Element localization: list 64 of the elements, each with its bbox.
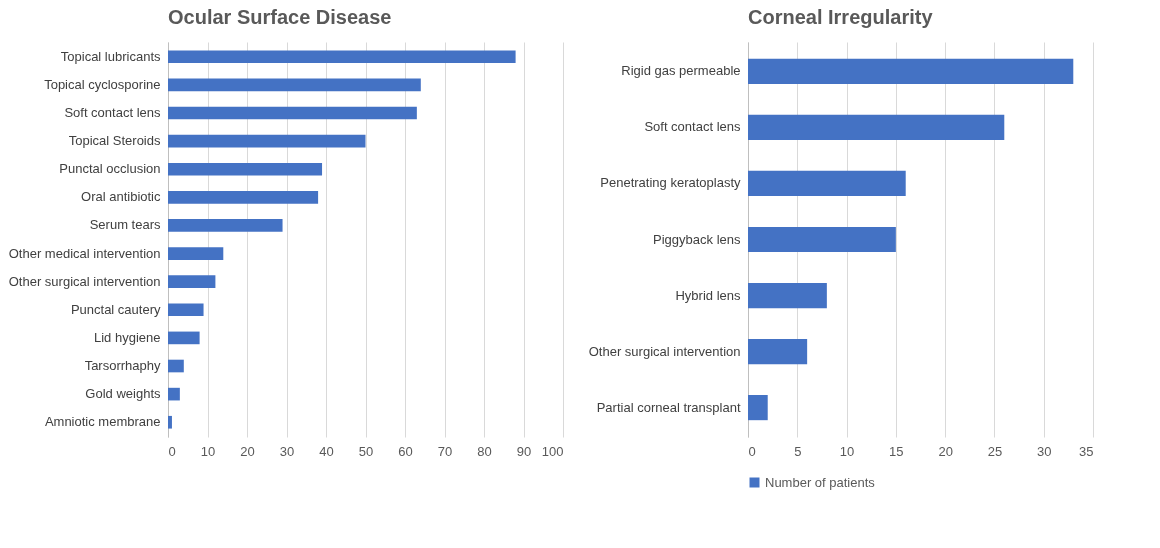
x-tick-label: 60 [398, 443, 413, 459]
y-tick-label: Other medical intervention [8, 245, 161, 261]
y-tick-label: Hybrid lens [675, 287, 741, 303]
x-tick-label: 50 [358, 443, 374, 459]
bar [168, 359, 184, 373]
y-tick-label: Soft contact lens [64, 104, 161, 120]
y-tick-label: Oral antibiotic [81, 189, 161, 205]
x-tick-label: 20 [938, 443, 953, 459]
bar [168, 78, 421, 92]
x-tick-label: 15 [889, 443, 904, 459]
x-tick-label: 25 [987, 443, 1003, 459]
y-tick-label: Other surgical intervention [588, 343, 741, 359]
x-tick-label: 30 [1036, 443, 1052, 459]
bar [168, 162, 323, 176]
x-tick-label: 0 [748, 443, 756, 459]
y-tick-label: Topical lubricants [60, 48, 161, 64]
bar [748, 226, 896, 253]
x-tick-label: 30 [279, 443, 295, 459]
bar [168, 415, 172, 429]
y-tick-label: Lid hygiene [94, 329, 161, 345]
y-tick-label: Punctal cautery [70, 301, 161, 317]
bar [168, 134, 366, 148]
y-tick-label: Punctal occlusion [59, 161, 161, 177]
bar [748, 170, 906, 197]
y-tick-label: Topical Steroids [68, 133, 161, 149]
y-tick-label: Penetrating keratoplasty [600, 175, 741, 191]
bar [748, 58, 1074, 85]
y-tick-label: Other surgical intervention [8, 273, 161, 289]
y-tick-label: Piggyback lens [653, 231, 741, 247]
bar [748, 394, 768, 421]
chart-title: Corneal Irregularity [748, 6, 934, 28]
bar [748, 114, 1005, 141]
bar [168, 331, 200, 345]
bar [168, 303, 204, 317]
bar [748, 282, 827, 309]
legend-label: Number of patients [765, 474, 876, 490]
bar [168, 219, 283, 232]
x-tick-label: 80 [477, 443, 492, 459]
bar [168, 50, 516, 64]
bar [748, 338, 808, 365]
y-tick-label: Rigid gas permeable [621, 63, 741, 79]
bar [168, 106, 417, 120]
y-tick-label: Serum tears [89, 217, 161, 233]
x-tick-label: 10 [200, 443, 216, 459]
y-tick-label: Soft contact lens [644, 119, 741, 135]
bar [168, 247, 224, 260]
x-tick-label: 5 [794, 443, 802, 459]
x-tick-label: 0 [168, 443, 176, 459]
bar [168, 387, 180, 401]
bar [168, 275, 216, 288]
x-tick-label: 10 [839, 443, 855, 459]
x-tick-label: 35 [1079, 443, 1094, 459]
x-tick-label: 70 [437, 443, 453, 459]
x-tick-label: 40 [319, 443, 334, 459]
y-tick-label: Amniotic membrane [44, 414, 161, 430]
y-tick-label: Partial corneal transplant [596, 399, 741, 415]
x-tick-label: 90 [516, 443, 532, 459]
bar [168, 191, 319, 204]
y-tick-label: Tarsorrhaphy [84, 358, 161, 374]
chart-title: Ocular Surface Disease [168, 6, 392, 28]
y-tick-label: Topical cyclosporine [44, 76, 161, 92]
x-tick-label: 20 [240, 443, 255, 459]
y-tick-label: Gold weights [85, 386, 161, 402]
x-tick-label: 100 [541, 443, 564, 459]
